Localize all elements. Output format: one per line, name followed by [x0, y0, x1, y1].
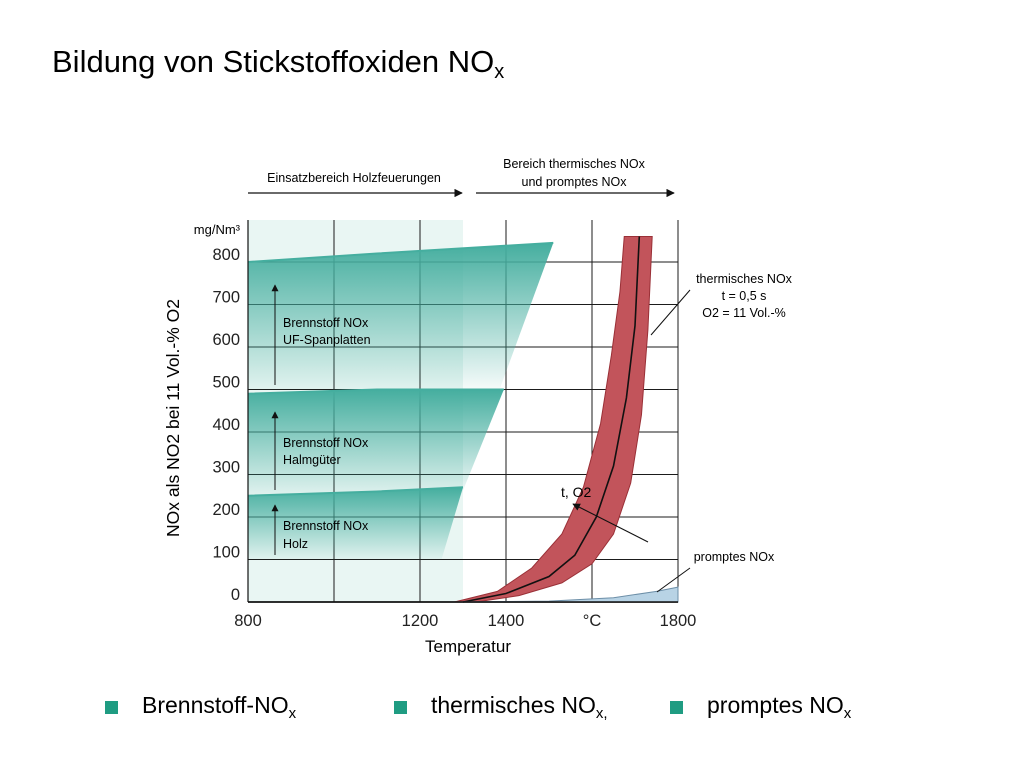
legend-square-icon — [670, 701, 683, 714]
legend-label-sub: x — [288, 705, 297, 722]
label-prompt: promptes NOx — [694, 550, 775, 564]
label-t-o2: t, O2 — [561, 484, 592, 500]
region-label-thermal: Bereich thermisches NOx — [503, 157, 645, 171]
x-tick-label: °C — [583, 612, 602, 630]
y-axis-title: NOx als NO2 bei 11 Vol.-% O2 — [163, 299, 183, 537]
legend-square-icon — [105, 701, 118, 714]
area-uf-spanplatten-top-edge — [247, 241, 554, 263]
y-tick-label: 700 — [212, 289, 240, 307]
chart-labels: mg/Nm³ NOx als NO2 bei 11 Vol.-% O2 Temp… — [163, 157, 793, 656]
line-thermisches-nox-center — [462, 236, 641, 603]
x-tick-label: 800 — [234, 612, 262, 630]
area-uf-spanplatten — [248, 242, 554, 390]
arrow-t-o2 — [572, 503, 649, 543]
slide-title: Bildung von Stickstoffoxiden NOx — [52, 44, 504, 84]
label-halm-line1: Brennstoff NOx — [283, 436, 369, 450]
y-tick-label: 100 — [212, 544, 240, 562]
legend-square-icon — [394, 701, 407, 714]
label-thermal-line3: O2 = 11 Vol.-% — [702, 306, 786, 320]
y-tick-label: 500 — [212, 374, 240, 392]
label-holz-line2: Holz — [283, 537, 308, 551]
slide-title-subscript: x — [494, 61, 505, 83]
legend-label: thermisches NO — [431, 692, 596, 718]
area-halmgueter-top-edge — [247, 388, 504, 395]
legend-label: Brennstoff-NO — [142, 692, 289, 718]
y-tick-label: 300 — [212, 459, 240, 477]
y-tick-label: 400 — [212, 416, 240, 434]
leader-thermal — [650, 289, 691, 336]
y-tick-label: 0 — [231, 586, 240, 604]
area-halmgueter — [248, 389, 504, 496]
label-holz-line1: Brennstoff NOx — [283, 519, 369, 533]
y-tick-label: 800 — [212, 246, 240, 264]
label-halm-line2: Halmgüter — [283, 453, 341, 467]
label-thermal-line2: t = 0,5 s — [722, 289, 767, 303]
data-areas — [247, 236, 679, 603]
legend-label-sub: x, — [595, 705, 608, 722]
region-label-wood: Einsatzbereich Holzfeuerungen — [267, 171, 441, 185]
label-uf-line2: UF-Spanplatten — [283, 333, 371, 347]
slide-title-text: Bildung von Stickstoffoxiden NO — [52, 44, 495, 79]
y-tick-label: 200 — [212, 501, 240, 519]
x-tick-label: 1200 — [402, 612, 439, 630]
axes: 0 100 200 300 400 500 600 700 800 800 1200 1400 °C 18… — [212, 220, 696, 630]
y-unit-label: mg/Nm³ — [194, 222, 241, 237]
area-holz — [248, 487, 463, 560]
leader-prompt — [656, 567, 691, 593]
x-tick-label: 1800 — [660, 612, 697, 630]
label-uf-line1: Brennstoff NOx — [283, 316, 369, 330]
legend-label: promptes NO — [707, 692, 844, 718]
area-holz-top-edge — [247, 486, 464, 497]
region-label-thermal-line2: und promptes NOx — [522, 175, 628, 189]
x-tick-label: 1400 — [488, 612, 525, 630]
label-thermal-line1: thermisches NOx — [696, 272, 793, 286]
y-tick-label: 600 — [212, 331, 240, 349]
area-thermisches-nox — [454, 236, 653, 603]
legend-label-sub: x — [843, 705, 852, 722]
x-axis-title: Temperatur — [425, 637, 511, 656]
